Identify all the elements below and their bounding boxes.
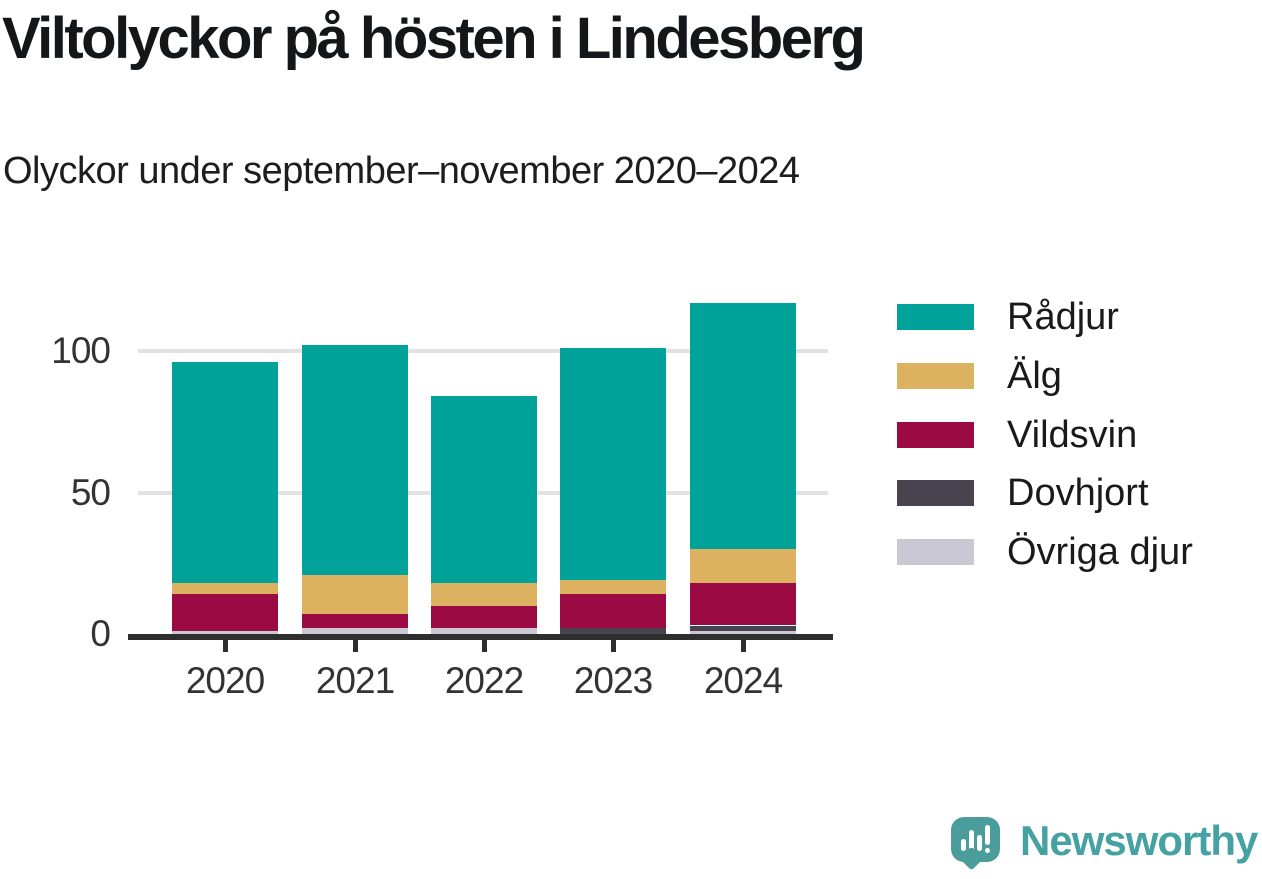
x-tick-2022 bbox=[481, 640, 487, 652]
x-tick-2021 bbox=[352, 640, 358, 652]
chart-title: Viltolyckor på hösten i Lindesberg bbox=[2, 6, 866, 71]
legend-label-ovriga-djur: Övriga djur bbox=[1007, 531, 1193, 574]
logo-bar-medium bbox=[977, 835, 982, 851]
x-axis-label-2021: 2021 bbox=[315, 660, 395, 701]
logo-exclamation-bar bbox=[985, 825, 990, 845]
y-axis-label-100: 100 bbox=[51, 330, 111, 371]
legend-item-alg: Älg bbox=[897, 355, 1062, 397]
legend-item-dovhjort: Dovhjort bbox=[897, 472, 1149, 514]
x-tick-2020 bbox=[222, 640, 228, 652]
bar-segment-ovriga-djur-2024 bbox=[690, 631, 796, 634]
bar-segment-radjur-2022 bbox=[431, 396, 537, 584]
bar-segment-alg-2024 bbox=[690, 549, 796, 584]
logo-bar-tall bbox=[969, 830, 974, 851]
y-axis-label-50: 50 bbox=[70, 471, 111, 513]
legend-label-dovhjort: Dovhjort bbox=[1007, 472, 1149, 515]
x-axis-label-2023: 2023 bbox=[573, 660, 653, 701]
legend-swatch-ovriga-djur bbox=[897, 539, 974, 566]
bar-segment-ovriga-djur-2022 bbox=[431, 628, 537, 634]
bar-segment-ovriga-djur-2020 bbox=[172, 631, 278, 634]
bar-segment-vildsvin-2022 bbox=[431, 605, 537, 629]
bar-segment-vildsvin-2024 bbox=[690, 583, 796, 626]
x-tick-2024 bbox=[740, 640, 746, 652]
legend-swatch-radjur bbox=[897, 304, 974, 330]
x-axis-label-2022: 2022 bbox=[444, 660, 524, 701]
gridline-100 bbox=[138, 349, 828, 353]
legend-item-ovriga-djur: Övriga djur bbox=[897, 531, 1193, 573]
legend-swatch-dovhjort bbox=[897, 480, 974, 507]
bar-segment-radjur-2024 bbox=[690, 302, 796, 550]
y-axis-label-0: 0 bbox=[90, 613, 111, 654]
bar-segment-radjur-2021 bbox=[302, 345, 408, 575]
legend-label-vildsvin: Vildsvin bbox=[1007, 413, 1138, 456]
logo-exclamation-dot bbox=[985, 848, 990, 853]
bar-segment-alg-2022 bbox=[431, 583, 537, 606]
legend-swatch-vildsvin bbox=[897, 421, 974, 448]
x-axis-label-2020: 2020 bbox=[185, 660, 265, 701]
bar-segment-alg-2023 bbox=[560, 580, 666, 595]
logo-bar-small bbox=[961, 839, 966, 851]
bar-segment-vildsvin-2021 bbox=[302, 614, 408, 629]
legend-swatch-alg bbox=[897, 362, 974, 389]
legend-label-alg: Älg bbox=[1007, 354, 1062, 397]
legend-label-radjur: Rådjur bbox=[1007, 296, 1119, 338]
x-tick-2023 bbox=[610, 640, 616, 652]
brand-wordmark: Newsworthy bbox=[1020, 817, 1258, 864]
bar-segment-vildsvin-2020 bbox=[172, 594, 278, 632]
bar-segment-radjur-2023 bbox=[560, 348, 666, 581]
legend-item-vildsvin: Vildsvin bbox=[897, 414, 1137, 456]
bar-segment-vildsvin-2023 bbox=[560, 594, 666, 629]
bar-segment-alg-2021 bbox=[302, 574, 408, 615]
bar-segment-alg-2020 bbox=[172, 583, 278, 595]
bar-segment-radjur-2020 bbox=[172, 362, 278, 584]
bar-segment-dovhjort-2024 bbox=[690, 625, 796, 632]
legend-item-radjur: Rådjur bbox=[897, 296, 1119, 338]
bar-segment-dovhjort-2023 bbox=[560, 628, 666, 634]
bar-segment-ovriga-djur-2021 bbox=[302, 628, 408, 634]
chart-subtitle: Olyckor under september–november 2020–20… bbox=[3, 150, 800, 192]
x-axis-label-2024: 2024 bbox=[703, 660, 783, 701]
x-axis-line bbox=[128, 634, 833, 640]
